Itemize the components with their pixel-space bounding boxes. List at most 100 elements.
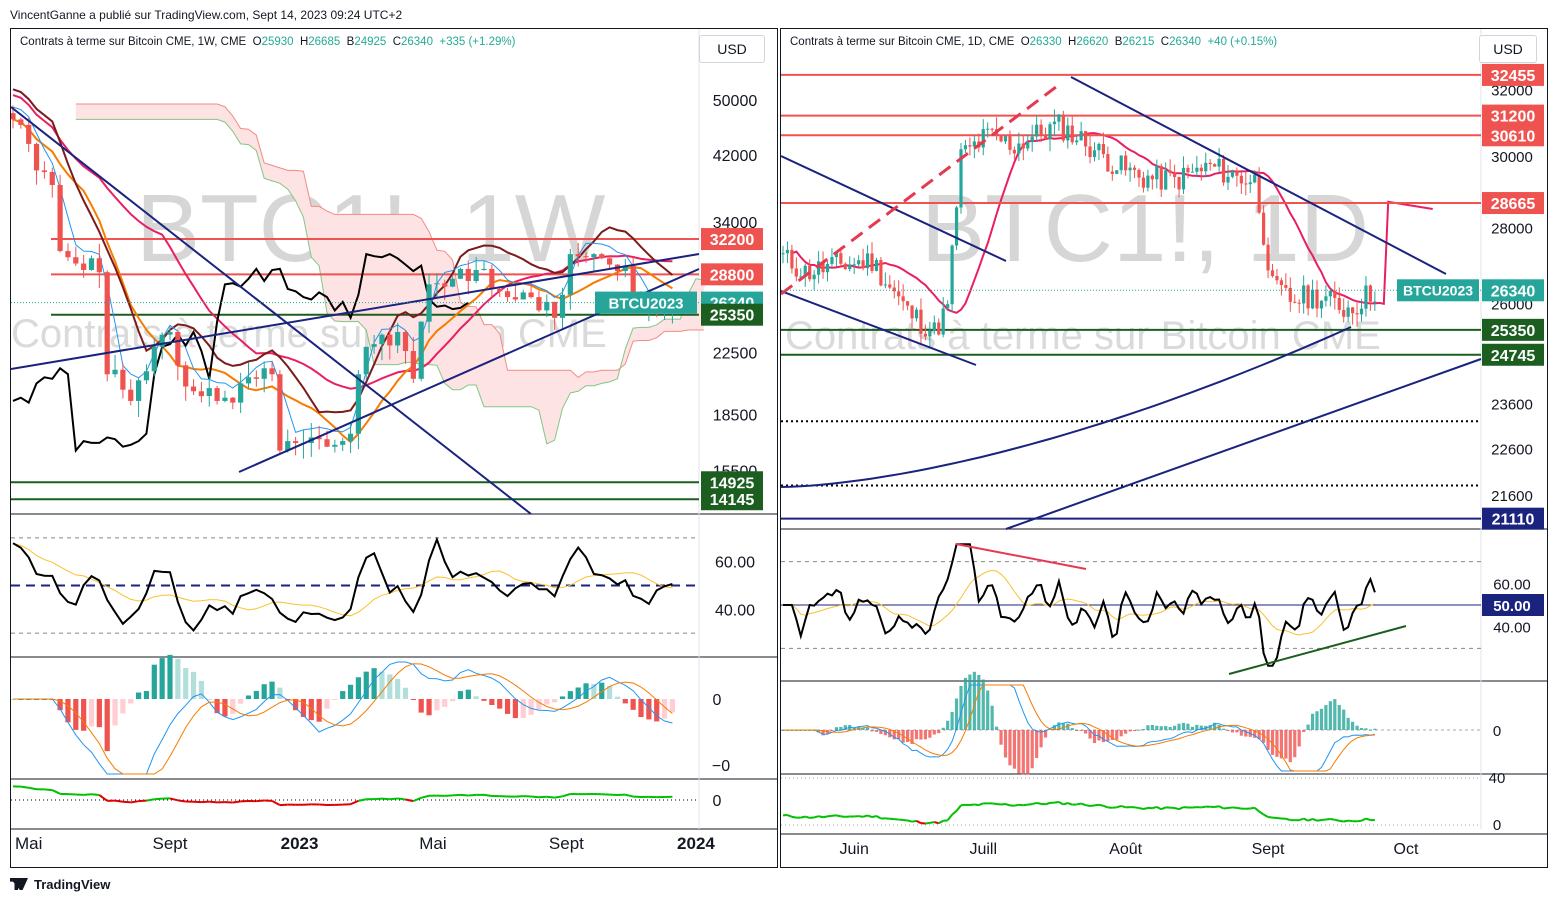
candle-body bbox=[1030, 136, 1034, 143]
macd-histogram-bar bbox=[1288, 730, 1292, 763]
adx-segment bbox=[1023, 803, 1028, 807]
macd-histogram-bar bbox=[120, 699, 126, 714]
candle-body bbox=[1186, 167, 1190, 173]
adx-segment bbox=[929, 821, 935, 824]
macd-histogram-bar bbox=[1084, 730, 1088, 734]
adx-segment bbox=[1058, 801, 1064, 806]
candle-body bbox=[489, 268, 495, 289]
level-tag-31200: 31200 bbox=[1491, 109, 1536, 126]
macd-histogram-bar bbox=[874, 730, 879, 732]
candle-body bbox=[1310, 289, 1315, 309]
adx-segment bbox=[1080, 802, 1086, 806]
adx-segment bbox=[1223, 806, 1229, 810]
footer-brand: TradingView bbox=[34, 877, 111, 892]
candle-body bbox=[883, 284, 887, 286]
candle-body bbox=[843, 263, 847, 270]
candle-body bbox=[355, 374, 361, 434]
macd-histogram-bar bbox=[1333, 699, 1337, 730]
candle-body bbox=[794, 268, 798, 277]
candle-body bbox=[465, 268, 471, 281]
candle-body bbox=[426, 284, 432, 322]
macd-histogram-bar bbox=[183, 667, 189, 699]
adx-segment bbox=[1214, 805, 1220, 808]
legend-b-label: B bbox=[1114, 36, 1123, 48]
adx-segment bbox=[130, 800, 139, 804]
adx-segment bbox=[625, 793, 634, 798]
macd-histogram-bar bbox=[1012, 730, 1016, 769]
ma-red bbox=[12, 94, 673, 390]
symbol-tag: BTCU2023 bbox=[1403, 282, 1473, 298]
macd-histogram-bar bbox=[1315, 711, 1319, 730]
adx-segment bbox=[1312, 817, 1318, 822]
weekly-legend: Contrats à terme sur Bitcoin CME, 1W, CM… bbox=[20, 36, 515, 48]
candle-body bbox=[450, 278, 456, 287]
candle-body bbox=[120, 369, 126, 390]
rsi-divergence bbox=[955, 543, 1087, 570]
watermark-small: Contrats à terme sur Bitcoin CME bbox=[785, 314, 1381, 358]
adx-segment bbox=[122, 800, 131, 804]
legend-high: 26685 bbox=[308, 36, 341, 48]
macd-histogram-bar bbox=[646, 699, 652, 720]
macd-histogram-bar bbox=[638, 699, 644, 718]
legend-title: Contrats à terme sur Bitcoin CME, 1D, CM… bbox=[790, 36, 1015, 48]
adx-segment bbox=[350, 799, 359, 806]
adx-segment bbox=[858, 815, 864, 818]
candle-body bbox=[1253, 174, 1257, 183]
candle-body bbox=[371, 344, 377, 347]
candle-body bbox=[1302, 285, 1306, 304]
level-tag-32455: 32455 bbox=[1491, 68, 1536, 85]
candle-body bbox=[1057, 114, 1061, 122]
candle-body bbox=[379, 334, 385, 345]
adx-segment bbox=[389, 797, 398, 801]
daily-chart-canvas[interactable]: BTC1!, 1D Contrats à terme sur Bitcoin CM… bbox=[781, 29, 1547, 867]
level-tag-30610: 30610 bbox=[1491, 128, 1536, 145]
candle-body bbox=[1235, 171, 1239, 176]
adx-segment bbox=[1236, 806, 1242, 810]
macd-histogram-bar bbox=[614, 696, 621, 699]
rsi-support bbox=[1228, 625, 1407, 675]
macd-histogram-bar bbox=[923, 730, 927, 740]
adx-segment bbox=[271, 799, 281, 807]
candle-body bbox=[897, 291, 901, 297]
adx-segment bbox=[1076, 802, 1082, 806]
adx-segment bbox=[978, 802, 984, 807]
time-label: 2024 bbox=[677, 834, 715, 853]
macd-histogram-bar bbox=[1070, 728, 1074, 730]
macd-histogram-bar bbox=[972, 671, 976, 730]
candle-body bbox=[1101, 144, 1105, 155]
candle-body bbox=[1173, 173, 1177, 178]
currency-button[interactable]: USD bbox=[699, 35, 765, 63]
adx-segment bbox=[1098, 803, 1104, 807]
candle-body bbox=[536, 297, 542, 311]
candle-body bbox=[230, 397, 236, 403]
adx-segment bbox=[1174, 807, 1180, 811]
time-label: Mai bbox=[15, 834, 42, 853]
adx-segment bbox=[1054, 800, 1060, 804]
weekly-chart-canvas[interactable]: BTC1!, 1WContrats à terme sur Bitcoin CM… bbox=[11, 29, 777, 867]
candle-body bbox=[1124, 155, 1128, 171]
candle-body bbox=[387, 334, 393, 346]
macd-histogram-bar bbox=[442, 699, 448, 707]
adx-segment bbox=[232, 800, 241, 804]
currency-button[interactable]: USD bbox=[1479, 35, 1537, 63]
ichimoku-span-b bbox=[75, 103, 704, 379]
weekly-chart-panel[interactable]: BTC1!, 1WContrats à terme sur Bitcoin CM… bbox=[10, 28, 778, 868]
time-label: Août bbox=[1109, 841, 1142, 858]
adx-segment bbox=[1027, 803, 1033, 806]
macd-histogram-bar bbox=[1155, 725, 1159, 730]
time-label: Sept bbox=[549, 834, 584, 853]
dashed-trend bbox=[781, 85, 1057, 296]
symbol-tag-bg bbox=[1397, 279, 1479, 302]
adx-segment bbox=[483, 793, 492, 797]
tradingview-logo[interactable]: TradingView bbox=[10, 877, 110, 892]
macd-histogram-bar bbox=[968, 674, 972, 730]
macd-histogram-bar bbox=[1262, 730, 1266, 743]
adx-segment bbox=[1330, 818, 1335, 821]
adx-segment bbox=[1218, 805, 1225, 810]
macd-histogram-bar bbox=[1035, 730, 1039, 759]
macd-histogram-bar bbox=[630, 699, 636, 710]
macd-histogram-bar bbox=[277, 687, 283, 699]
daily-chart-panel[interactable]: BTC1!, 1D Contrats à terme sur Bitcoin CM… bbox=[780, 28, 1548, 868]
adx-segment bbox=[827, 814, 833, 818]
candle-body bbox=[293, 441, 299, 443]
